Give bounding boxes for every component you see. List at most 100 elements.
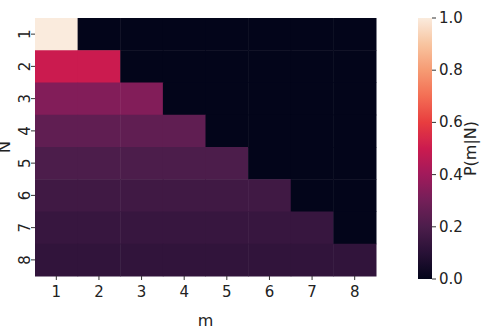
cell (35, 179, 78, 212)
cell (291, 83, 334, 116)
cell (120, 244, 163, 277)
cell (206, 212, 249, 245)
colorbar-tick-label: 0.2 (439, 218, 463, 236)
cell (78, 212, 121, 245)
x-tick-label: 4 (179, 283, 189, 301)
colorbar-tick (432, 70, 436, 71)
cell (78, 179, 121, 212)
cell (333, 212, 376, 245)
y-tick-label: 5 (16, 158, 34, 168)
x-tick (56, 276, 57, 280)
cell (206, 244, 249, 277)
x-tick (98, 276, 99, 280)
cell (333, 83, 376, 116)
cell (163, 115, 206, 148)
cell (333, 179, 376, 212)
cell (120, 115, 163, 148)
x-tick-label: 5 (222, 283, 232, 301)
x-tick-label: 3 (137, 283, 147, 301)
cell (35, 83, 78, 116)
x-tick (226, 276, 227, 280)
cell (120, 212, 163, 245)
cell (78, 50, 121, 83)
cell (163, 212, 206, 245)
cell (206, 83, 249, 116)
cell (120, 179, 163, 212)
cell (78, 244, 121, 277)
y-tick-label: 3 (16, 94, 34, 104)
cell (206, 50, 249, 83)
cell (78, 147, 121, 180)
cell (163, 147, 206, 180)
colorbar-tick-label: 1.0 (439, 9, 463, 27)
cell (120, 18, 163, 51)
colorbar-tick-label: 0.6 (439, 113, 463, 131)
colorbar-label: P(m|N) (461, 121, 480, 176)
colorbar-tick (432, 174, 436, 175)
cell (291, 50, 334, 83)
colorbar-tick (432, 226, 436, 227)
cell (248, 179, 291, 212)
cell (333, 244, 376, 277)
x-tick-label: 2 (94, 283, 104, 301)
cell (163, 244, 206, 277)
cell (248, 115, 291, 148)
x-tick (269, 276, 270, 280)
cell (78, 83, 121, 116)
colorbar (418, 18, 432, 279)
colorbar-tick-label: 0.4 (439, 166, 463, 184)
cells (35, 18, 377, 277)
cell (120, 147, 163, 180)
cell (206, 18, 249, 51)
cell (291, 244, 334, 277)
cell (248, 244, 291, 277)
cell (35, 244, 78, 277)
cell (78, 115, 121, 148)
y-tick-label: 6 (16, 191, 34, 201)
cell (35, 212, 78, 245)
cell (35, 115, 78, 148)
cell (291, 115, 334, 148)
y-tick-label: 4 (16, 126, 34, 136)
x-tick-label: 6 (265, 283, 275, 301)
cell (248, 50, 291, 83)
cell (291, 147, 334, 180)
cell (206, 179, 249, 212)
cell (206, 115, 249, 148)
x-tick (354, 276, 355, 280)
cell (120, 50, 163, 83)
cell (35, 147, 78, 180)
y-label: N (0, 141, 14, 153)
colorbar-tick (432, 279, 436, 280)
x-label: m (198, 311, 214, 330)
cell (35, 18, 78, 51)
cell (333, 18, 376, 51)
x-tick-label: 7 (307, 283, 317, 301)
cell (248, 18, 291, 51)
cell (78, 18, 121, 51)
cell (248, 83, 291, 116)
cell (291, 18, 334, 51)
cell (206, 147, 249, 180)
y-tick-label: 2 (16, 62, 34, 72)
y-tick-label: 7 (16, 223, 34, 233)
x-tick-label: 8 (350, 283, 360, 301)
cell (163, 83, 206, 116)
y-tick-label: 8 (16, 255, 34, 265)
colorbar-tick (432, 122, 436, 123)
cell (163, 18, 206, 51)
cell (35, 50, 78, 83)
colorbar-tick-label: 0.0 (439, 270, 463, 288)
cell (333, 50, 376, 83)
colorbar-tick-label: 0.8 (439, 61, 463, 79)
cell (163, 179, 206, 212)
y-tick-label: 1 (16, 29, 34, 39)
colorbar-tick (432, 18, 436, 19)
x-tick (312, 276, 313, 280)
cell (333, 147, 376, 180)
chart: 1 2 3 4 5 6 7 8 1 2 3 4 5 6 7 8 m N 0.0 0.2 0.4 0.6 0.8 1.0 P(m|… (0, 0, 484, 334)
x-tick-label: 1 (52, 283, 62, 301)
x-tick (141, 276, 142, 280)
cell (291, 212, 334, 245)
cell (248, 147, 291, 180)
